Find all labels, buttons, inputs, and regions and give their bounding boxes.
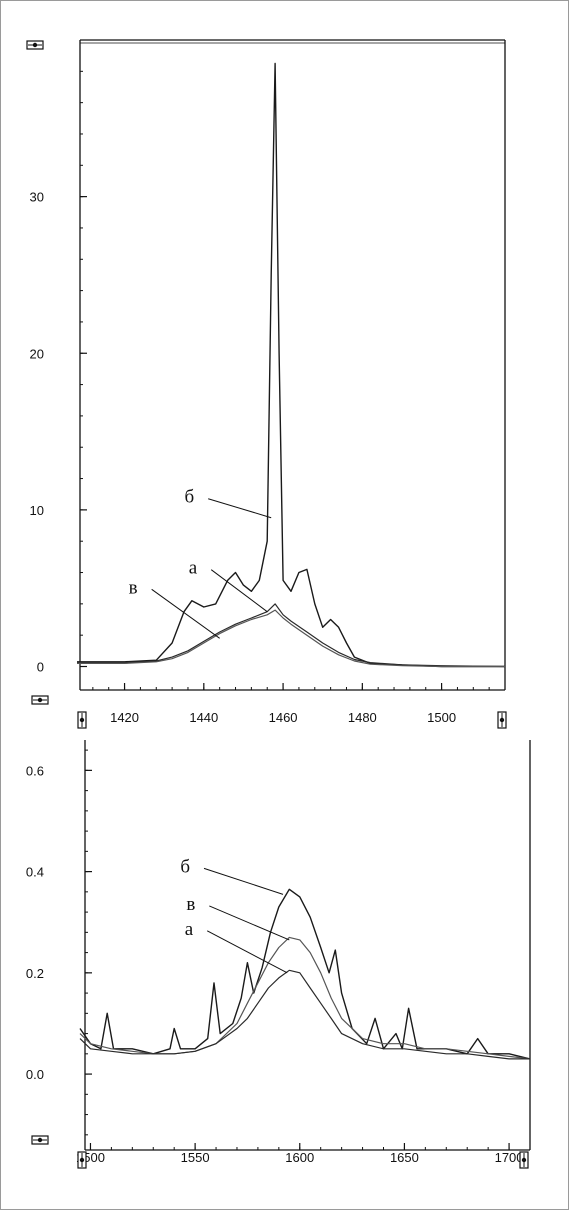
series-line-1 <box>77 603 506 668</box>
x-tick-label: 1700 <box>495 1150 524 1165</box>
y-tick-label: 30 <box>30 190 44 205</box>
curve-leader-line <box>208 498 272 519</box>
series-line-0 <box>79 888 531 1060</box>
scroll-marker-icon <box>31 695 49 705</box>
curve-label: в <box>129 577 138 598</box>
curve-leader-line <box>206 930 288 974</box>
x-tick-label: 1650 <box>390 1150 419 1165</box>
x-tick-label: 1500 <box>427 710 456 725</box>
x-tick-label: 1480 <box>348 710 377 725</box>
scroll-marker-icon <box>497 711 507 729</box>
y-tick-label: 10 <box>30 503 44 518</box>
marker-dot <box>37 697 43 703</box>
curve-leader-line <box>203 867 284 895</box>
scroll-marker-icon <box>77 711 87 729</box>
marker-dot <box>79 717 85 723</box>
series-line-2 <box>79 969 530 1060</box>
top-spectrum-panel: 0 10 20 30 1420 1440 1460 1480 1500 б а в <box>26 39 507 729</box>
y-tick-label: 0.2 <box>26 966 44 981</box>
marker-dot <box>521 1157 527 1163</box>
marker-dot <box>37 1137 43 1143</box>
curve-leader-line <box>209 905 290 941</box>
scroll-marker-icon <box>26 40 44 50</box>
curve-label: б <box>185 487 195 508</box>
y-tick-label: 0.0 <box>26 1067 44 1082</box>
y-tick-label: 20 <box>30 346 44 361</box>
scroll-marker-icon <box>77 1151 87 1169</box>
series-line-1 <box>79 936 531 1060</box>
curve-label: а <box>189 558 198 579</box>
x-tick-label: 1440 <box>189 710 218 725</box>
y-tick-label: 0 <box>37 660 44 675</box>
curve-label: в <box>186 894 195 915</box>
y-tick-label: 0.6 <box>26 763 44 778</box>
x-tick-label: 1600 <box>285 1150 314 1165</box>
marker-dot <box>499 717 505 723</box>
x-tick-label: 1460 <box>269 710 298 725</box>
series-line-2 <box>77 609 505 668</box>
x-tick-label: 1550 <box>181 1150 210 1165</box>
curve-label: а <box>185 919 194 940</box>
curve-leader-line <box>151 588 220 639</box>
y-tick-label: 0.4 <box>26 865 44 880</box>
curve-label: б <box>180 856 190 877</box>
x-tick-label: 1420 <box>110 710 139 725</box>
marker-dot <box>79 1157 85 1163</box>
curve-leader-line <box>210 569 268 613</box>
series-line-0 <box>77 62 505 668</box>
scroll-marker-icon <box>519 1151 529 1169</box>
scroll-marker-icon <box>31 1135 49 1145</box>
marker-dot <box>32 42 38 48</box>
